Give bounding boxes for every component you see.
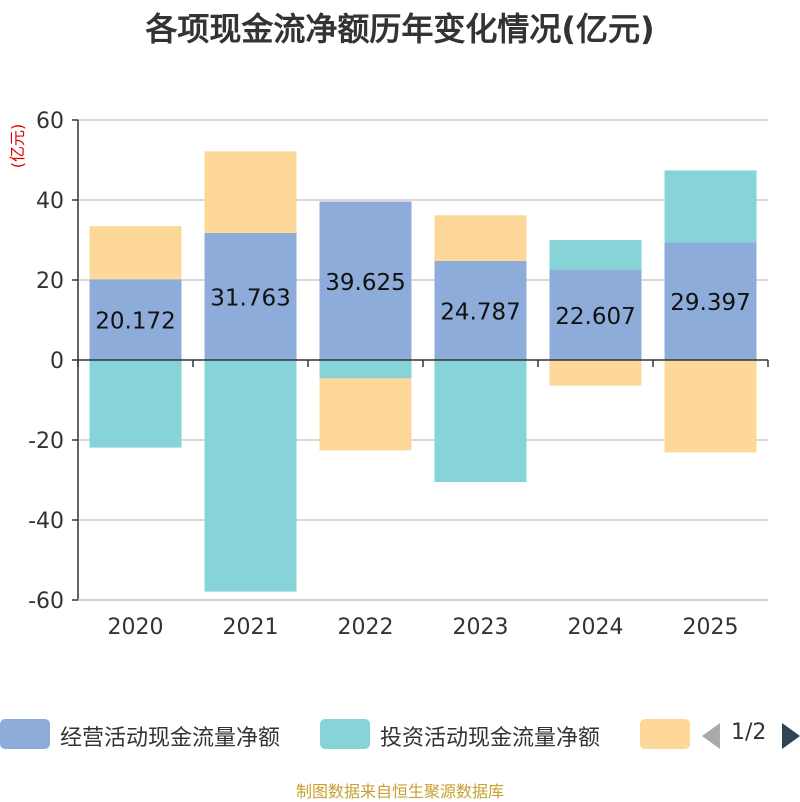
bar-2022-series-0 bbox=[319, 201, 412, 360]
source-note: 制图数据来自恒生聚源数据库 bbox=[295, 782, 504, 801]
data-label-2024: 22.607 bbox=[555, 304, 635, 330]
legend-prev-page-icon[interactable] bbox=[702, 723, 720, 749]
x-tick-label-2020: 2020 bbox=[108, 615, 164, 640]
bar-2022-series-1 bbox=[319, 360, 412, 379]
x-tick-label-2021: 2021 bbox=[223, 615, 279, 640]
y-tick-label: -60 bbox=[28, 589, 64, 614]
bar-2020-series-2 bbox=[89, 226, 182, 280]
bar-2020-series-1 bbox=[89, 360, 182, 448]
y-tick-label: 20 bbox=[36, 269, 64, 294]
legend: 经营活动现金流量净额 投资活动现金流量净额 1/2 bbox=[0, 716, 800, 752]
x-tick-label-2023: 2023 bbox=[453, 615, 509, 640]
y-axis-label: (亿元) bbox=[8, 124, 27, 169]
bar-2021-series-0 bbox=[204, 232, 297, 360]
bar-2023-series-0 bbox=[434, 260, 527, 360]
data-label-2022: 39.625 bbox=[325, 270, 405, 296]
data-label-2021: 31.763 bbox=[210, 285, 290, 311]
y-tick-label: -40 bbox=[28, 509, 64, 534]
data-label-2020: 20.172 bbox=[95, 309, 175, 335]
x-tick-label-2024: 2024 bbox=[568, 615, 624, 640]
x-tick-label-2025: 2025 bbox=[683, 615, 739, 640]
bar-2024-series-2 bbox=[549, 360, 642, 386]
bar-2021-series-1 bbox=[204, 360, 297, 592]
data-label-2023: 24.787 bbox=[440, 299, 520, 325]
bar-2024-series-0 bbox=[549, 269, 642, 360]
bar-2024-series-1 bbox=[549, 239, 642, 270]
chart-area: 60 40 20 0 -20 -40 -60 (亿元) 2020 2021 2022 2023 2024… bbox=[8, 109, 769, 640]
y-tick-label: -20 bbox=[28, 429, 64, 454]
x-tick-label-2022: 2022 bbox=[338, 615, 394, 640]
legend-label-investing: 投资活动现金流量净额 bbox=[380, 726, 601, 751]
legend-swatch-third bbox=[640, 719, 690, 749]
bar-2020-series-0 bbox=[89, 279, 182, 360]
y-tick-label: 40 bbox=[36, 189, 64, 214]
legend-label-operating: 经营活动现金流量净额 bbox=[60, 726, 281, 751]
bar-2025-series-2 bbox=[664, 360, 757, 453]
legend-swatch-investing bbox=[320, 719, 370, 749]
bar-2021-series-2 bbox=[204, 151, 297, 233]
y-tick-label: 60 bbox=[36, 109, 64, 134]
bar-2022-series-2 bbox=[319, 378, 412, 451]
y-tick-label: 0 bbox=[50, 349, 64, 374]
data-label-2025: 29.397 bbox=[670, 290, 750, 316]
bar-2023-series-2 bbox=[434, 215, 527, 261]
legend-page-indicator: 1/2 bbox=[731, 720, 767, 745]
bar-2025-series-1 bbox=[664, 170, 757, 243]
bar-2023-series-1 bbox=[434, 360, 527, 482]
legend-next-page-icon[interactable] bbox=[782, 723, 800, 749]
chart-title: 各项现金流净额历年变化情况(亿元) bbox=[145, 10, 655, 48]
legend-swatch-operating bbox=[0, 719, 50, 749]
bar-2025-series-0 bbox=[664, 242, 757, 360]
